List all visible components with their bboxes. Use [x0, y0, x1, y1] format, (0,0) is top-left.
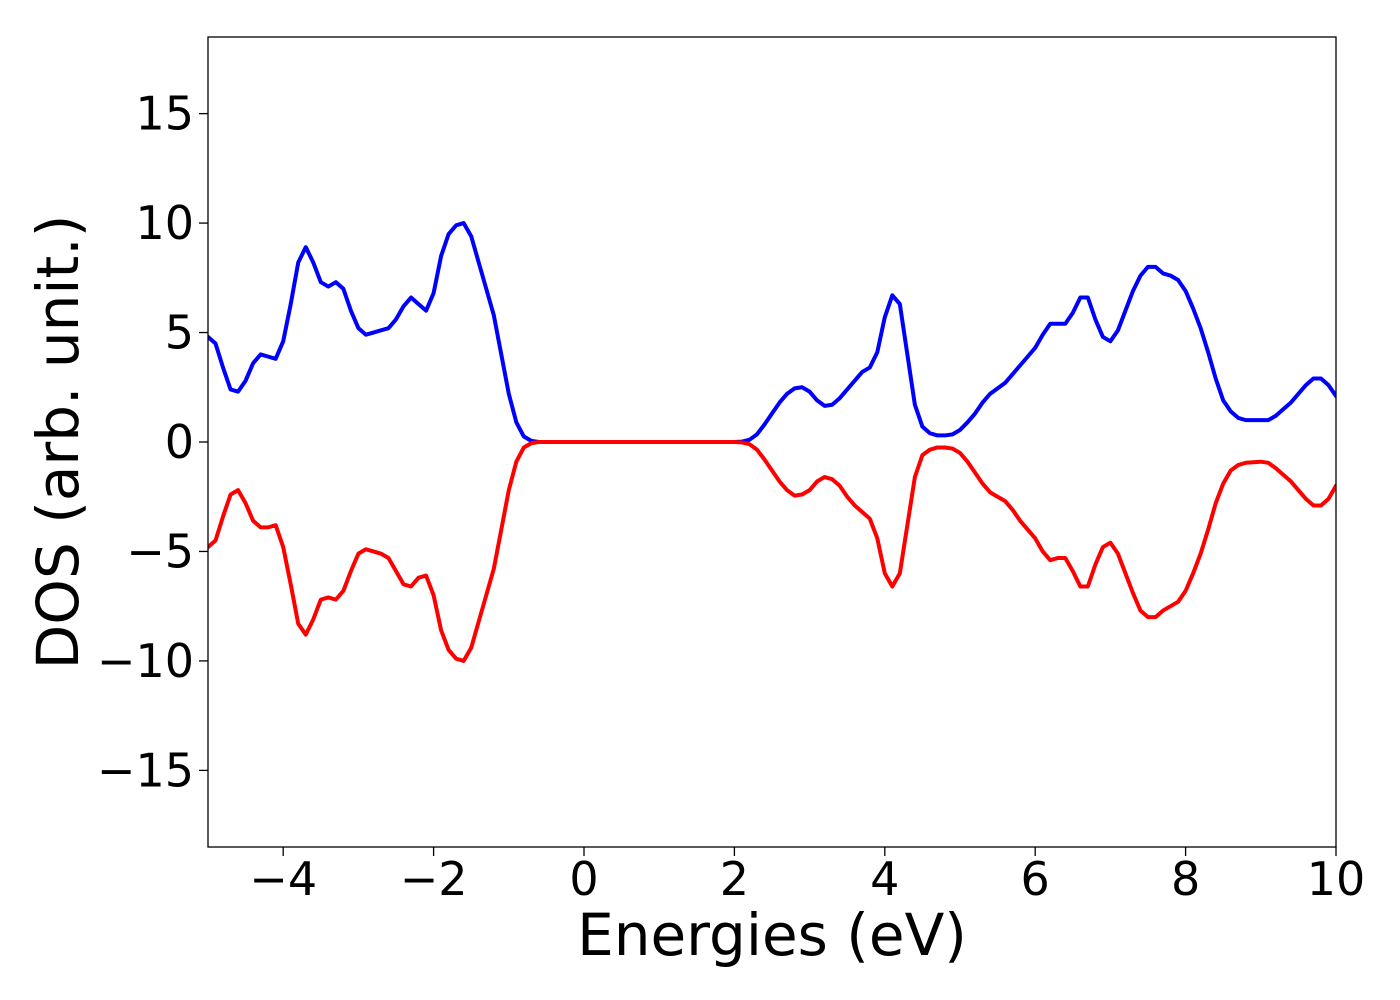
- y-tick-label: −10: [97, 634, 194, 688]
- x-tick-label: 6: [1021, 852, 1050, 906]
- x-tick-label: 2: [720, 852, 749, 906]
- y-tick-label: 5: [165, 306, 194, 360]
- plot-frame: [207, 36, 1337, 848]
- y-tick-label: 10: [135, 196, 194, 250]
- y-tick-label: −15: [97, 743, 194, 797]
- x-tick-label: 0: [569, 852, 598, 906]
- x-axis-label: Energies (eV): [577, 901, 967, 969]
- y-tick-label: 15: [135, 87, 194, 141]
- series-layer: [208, 221, 1336, 663]
- x-tick-label: −4: [249, 852, 317, 906]
- series-line-1: [208, 221, 1336, 444]
- y-tick-label: 0: [165, 415, 194, 469]
- x-tick-label: 10: [1307, 852, 1366, 906]
- x-axis-ticks: −4 −2 0 2 4 6 8 10: [249, 847, 1365, 906]
- x-tick-label: 4: [870, 852, 899, 906]
- y-axis-ticks: −15 −10 −5 0 5 10 15: [97, 87, 208, 797]
- y-axis-label: DOS (arb. unit.): [24, 215, 92, 670]
- x-tick-label: 8: [1171, 852, 1200, 906]
- x-tick-label: −2: [400, 852, 468, 906]
- series-line-2: [208, 440, 1336, 663]
- y-tick-label: −5: [126, 524, 194, 578]
